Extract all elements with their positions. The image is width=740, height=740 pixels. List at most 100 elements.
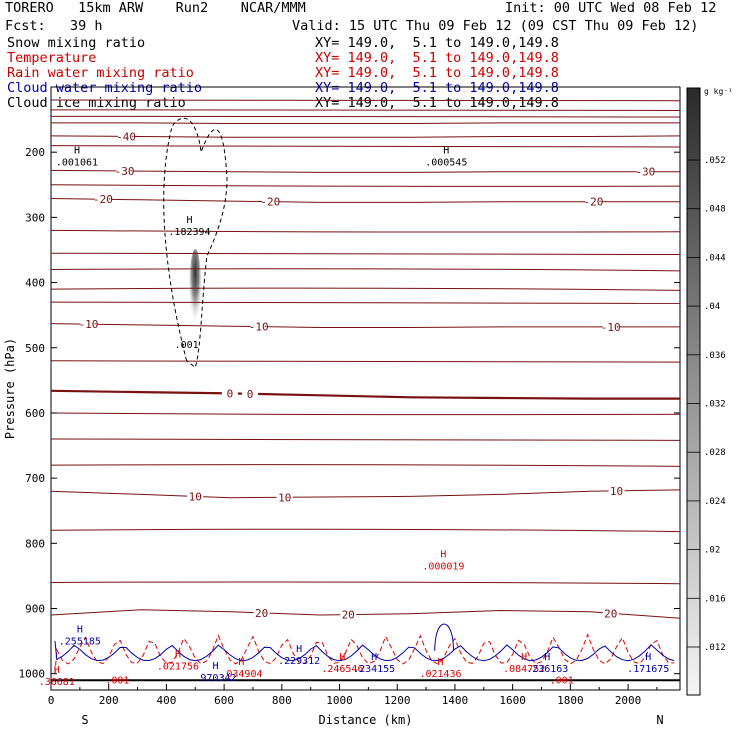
colorbar-tick-label: .02 <box>704 546 720 556</box>
temp-contour-line <box>50 135 681 138</box>
temp-contour-line <box>50 581 681 585</box>
maximum-marker: H <box>54 665 60 676</box>
maximum-marker: H <box>238 657 244 668</box>
colorbar-bar <box>686 87 701 696</box>
header-init: Init: 00 UTC Wed 08 Feb 12 <box>505 0 717 16</box>
x-tick-label: 600 <box>214 694 234 707</box>
maximum-value: .021436 <box>419 669 461 680</box>
y-tick-label: 600 <box>25 407 45 420</box>
temp-label-bg <box>340 608 357 620</box>
x-tick-label: 1600 <box>499 694 526 707</box>
temp-contour-label: -20 <box>260 196 280 209</box>
temp-label-bg <box>602 607 619 619</box>
maximum-marker: H <box>443 145 449 156</box>
x-tick-label: 200 <box>99 694 119 707</box>
temp-label-bg <box>608 484 625 496</box>
maximum-value: .246546 <box>321 664 363 675</box>
temp-label-bg <box>116 164 133 176</box>
field-xy: XY= 149.0, 5.1 to 149.0,149.8 <box>315 50 559 66</box>
maximum-marker: H <box>521 652 527 663</box>
maximum-marker: H <box>645 652 651 663</box>
y-tick-label: 800 <box>25 537 45 550</box>
maximum-marker: H <box>438 657 444 668</box>
temp-contour-line <box>50 145 681 148</box>
plot-frame <box>50 86 681 691</box>
temp-label-bg <box>221 387 238 399</box>
temp-contour-line <box>50 412 681 416</box>
maximum-marker: H <box>186 215 192 226</box>
temp-contour-label: -20 <box>584 196 604 209</box>
temp-contour-label: -10 <box>249 321 269 334</box>
y-tick-label: 900 <box>25 603 45 616</box>
temp-contour-label: -10 <box>79 318 99 331</box>
temp-label-bg <box>637 165 654 177</box>
x-tick-label: 1200 <box>384 694 411 707</box>
field-xy: XY= 149.0, 5.1 to 149.0,149.8 <box>315 65 559 81</box>
x-tick-label: 800 <box>272 694 292 707</box>
colorbar-tick-label: .016 <box>704 594 726 604</box>
y-tick-label: 200 <box>25 146 45 159</box>
colorbar-tick-label: .04 <box>704 302 720 312</box>
y-axis-label: Pressure (hPa) <box>3 338 17 439</box>
header-fcst: Fcst: 39 h <box>5 18 103 34</box>
temp-contour-line <box>50 115 681 118</box>
temp-contour-line <box>50 438 681 441</box>
maximum-value: .000019 <box>422 562 464 573</box>
y-tick-label: 400 <box>25 277 45 290</box>
maximum-value: .021756 <box>157 661 199 672</box>
snow-shading <box>189 249 202 330</box>
x-axis-label: Distance (km) <box>319 713 413 727</box>
maximum-marker: H <box>339 652 345 663</box>
temp-contour-line <box>50 528 681 533</box>
maximum-marker: H <box>74 145 80 156</box>
temp-label-bg <box>253 606 270 618</box>
snow-contour-line <box>163 117 228 369</box>
x-end-label-right: N <box>656 713 663 727</box>
maximum-value: .229312 <box>278 656 320 667</box>
maximum-value: .234155 <box>353 664 395 675</box>
temp-label-bg <box>80 318 97 330</box>
contour-label: .001 <box>550 675 574 686</box>
colorbar-tick-label: .048 <box>704 205 726 215</box>
temp-contour-label: 0 <box>227 387 234 400</box>
maximum-value: .171675 <box>627 664 669 675</box>
maximum-marker: H <box>440 550 446 561</box>
field-name: Temperature <box>7 50 97 66</box>
maximum-marker: H <box>212 661 218 672</box>
colorbar: .052 .048 .044 .04 .036 .032 .028 .024 .02 .016 .0… <box>686 87 733 696</box>
y-tick-label: 700 <box>25 472 45 485</box>
mixing-ratio-contours <box>51 117 680 682</box>
temp-contour-line <box>50 464 681 467</box>
cloud-water-contour-line <box>54 641 675 662</box>
maximum-value: .000545 <box>425 157 467 168</box>
temp-contour-label: -30 <box>115 165 135 178</box>
temp-contour-line <box>50 198 680 203</box>
x-end-label-left: S <box>81 713 88 727</box>
contour-label: .001 <box>105 675 129 686</box>
temp-contour-line <box>51 122 680 124</box>
temp-contour-line <box>50 99 681 102</box>
temp-contour-line <box>50 169 680 173</box>
temp-contour-line <box>50 389 680 400</box>
temp-contour-line <box>50 268 681 272</box>
temp-label-bg <box>242 387 259 399</box>
field-xy: XY= 149.0, 5.1 to 149.0,149.8 <box>315 35 559 51</box>
temp-label-bg <box>94 193 111 205</box>
temp-label-bg <box>187 490 204 502</box>
field-name: Cloud ice mixing ratio <box>7 95 186 111</box>
temp-contour-label: 10 <box>278 491 291 504</box>
header-model: TORERO 15km ARW Run2 NCAR/MMM <box>5 0 306 16</box>
colorbar-tick-label: .024 <box>704 497 726 507</box>
x-tick-label: 1800 <box>557 694 584 707</box>
maximum-value: .236163 <box>526 664 568 675</box>
temp-contour-line <box>50 184 681 187</box>
temp-contour-line <box>50 609 681 619</box>
temp-contour-line <box>50 229 681 233</box>
colorbar-tick-label: .036 <box>704 351 726 361</box>
x-tick-label: 0 <box>48 694 55 707</box>
header-valid: Valid: 15 UTC Thu 09 Feb 12 (09 CST Thu … <box>292 18 699 34</box>
x-tick-label: 1400 <box>442 694 469 707</box>
temp-contour-line <box>50 287 681 291</box>
field-name: Snow mixing ratio <box>7 35 146 51</box>
